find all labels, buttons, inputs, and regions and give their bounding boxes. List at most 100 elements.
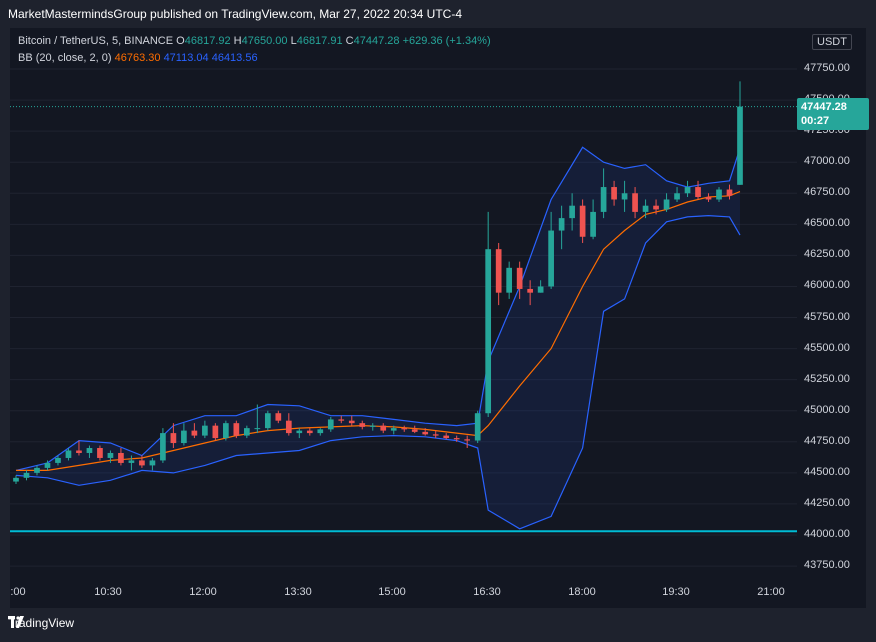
x-tick-label: 12:00 bbox=[189, 586, 217, 598]
y-tick-label: 44000.00 bbox=[804, 528, 850, 540]
candle-body bbox=[474, 413, 481, 441]
candle-body bbox=[275, 413, 282, 421]
candle-body bbox=[716, 189, 722, 200]
candle-body bbox=[642, 205, 649, 212]
candle-body bbox=[569, 205, 575, 219]
candle-body bbox=[139, 460, 145, 466]
y-tick-label: 44750.00 bbox=[804, 434, 850, 447]
candle-body bbox=[359, 423, 366, 427]
bar-countdown: 00:27 bbox=[801, 115, 830, 127]
candle-body bbox=[464, 439, 471, 441]
candle-body bbox=[611, 187, 617, 200]
candle-body bbox=[443, 435, 450, 439]
candle-body bbox=[223, 423, 229, 439]
candle-body bbox=[317, 429, 324, 434]
candle-body bbox=[348, 420, 355, 424]
candle-body bbox=[170, 433, 177, 444]
publisher-header: MarketMastermindsGroup published on Trad… bbox=[8, 7, 463, 21]
candle-body bbox=[13, 477, 19, 482]
open-label: O bbox=[176, 35, 185, 47]
candle-body bbox=[97, 448, 103, 458]
candle-body bbox=[202, 425, 208, 436]
candle-body bbox=[653, 205, 659, 210]
candle-body bbox=[579, 205, 586, 237]
candle-body bbox=[516, 267, 523, 289]
candle-body bbox=[485, 249, 492, 414]
x-tick-label: 15:00 bbox=[378, 586, 406, 598]
y-tick-label: 44250.00 bbox=[804, 496, 850, 509]
candle-body bbox=[422, 431, 429, 435]
candle-body bbox=[306, 430, 313, 434]
change-value: +629.36 (+1.34%) bbox=[402, 35, 491, 47]
candle-body bbox=[243, 428, 250, 436]
candle-body bbox=[264, 413, 271, 429]
symbol-legend: Bitcoin / TetherUS, 5, BINANCE O46817.92… bbox=[18, 35, 491, 47]
candle-body bbox=[254, 428, 261, 430]
x-tick-label: 10:30 bbox=[94, 586, 122, 598]
y-tick-label: 45500.00 bbox=[804, 341, 850, 354]
bb-upper-value: 47113.04 bbox=[163, 52, 209, 64]
candle-body bbox=[684, 187, 691, 194]
y-tick-label: 47000.00 bbox=[804, 155, 850, 168]
candle-body bbox=[149, 460, 156, 466]
candle-body bbox=[632, 193, 638, 212]
bb-lower-line bbox=[15, 214, 741, 530]
candle-body bbox=[527, 288, 533, 293]
candle-body bbox=[23, 472, 30, 478]
x-tick-label: 18:00 bbox=[568, 586, 596, 598]
bb-legend: BB (20, close, 2, 0) 46763.30 47113.04 4… bbox=[18, 52, 258, 64]
candle-body bbox=[76, 450, 82, 453]
candle-body bbox=[506, 267, 513, 293]
candle-body bbox=[548, 230, 554, 287]
bb-lower-value: 46413.56 bbox=[211, 52, 258, 64]
candle-body bbox=[369, 425, 376, 427]
candle-body bbox=[285, 420, 292, 434]
symbol-name[interactable]: Bitcoin / TetherUS, 5, BINANCE bbox=[18, 35, 174, 47]
tradingview-logo-icon bbox=[8, 616, 24, 628]
y-tick-label: 47750.00 bbox=[804, 62, 850, 74]
close-label: C bbox=[345, 35, 354, 47]
candle-body bbox=[737, 106, 743, 185]
candle-body bbox=[191, 430, 198, 436]
candle-body bbox=[705, 196, 712, 200]
candle-body bbox=[663, 199, 670, 210]
candle-body bbox=[296, 430, 303, 434]
candle-body bbox=[233, 423, 240, 436]
footer-brand[interactable]: TradingView bbox=[8, 616, 74, 630]
candle-body bbox=[590, 211, 596, 237]
candle-body bbox=[621, 193, 628, 200]
candle-body bbox=[107, 452, 114, 458]
candle-body bbox=[338, 419, 345, 421]
y-tick-label: 46750.00 bbox=[804, 186, 850, 199]
candle-body bbox=[55, 457, 61, 463]
bb-upper-line bbox=[15, 146, 741, 471]
candle-body bbox=[327, 419, 334, 430]
currency-badge[interactable]: USDT bbox=[812, 34, 852, 50]
low-label: L bbox=[290, 35, 297, 47]
candle-body bbox=[390, 428, 397, 431]
y-tick-label: 46250.00 bbox=[804, 248, 850, 261]
close-value: 47447.28 bbox=[353, 35, 400, 47]
candle-body bbox=[674, 193, 680, 200]
y-tick-label: 44500.00 bbox=[804, 465, 850, 478]
bb-middle-value: 46763.30 bbox=[114, 52, 161, 64]
candle-body bbox=[432, 434, 439, 436]
candle-body bbox=[726, 189, 733, 196]
x-tick-label: :00 bbox=[10, 586, 26, 598]
bb-label[interactable]: BB (20, close, 2, 0) bbox=[18, 52, 112, 64]
candle-body bbox=[411, 429, 418, 432]
candle-body bbox=[380, 425, 387, 431]
x-tick-label: 21:00 bbox=[757, 586, 785, 598]
x-tick-label: 19:30 bbox=[662, 586, 690, 598]
candle-body bbox=[212, 425, 219, 439]
x-tick-label: 16:30 bbox=[473, 586, 501, 598]
footer-brand-label: TradingView bbox=[8, 616, 75, 630]
last-price-tag: 47447.28 00:27 bbox=[797, 98, 869, 130]
candle-body bbox=[558, 218, 565, 231]
y-tick-label: 46500.00 bbox=[804, 217, 850, 230]
last-price-value: 47447.28 bbox=[801, 101, 847, 113]
candle-body bbox=[34, 467, 40, 473]
y-tick-label: 45750.00 bbox=[804, 310, 850, 323]
